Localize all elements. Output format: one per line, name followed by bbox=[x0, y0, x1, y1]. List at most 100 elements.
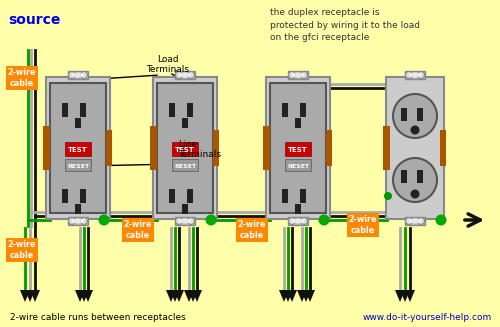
Circle shape bbox=[80, 72, 87, 78]
Circle shape bbox=[410, 190, 420, 198]
Bar bbox=[187, 103, 193, 117]
Bar bbox=[75, 118, 81, 128]
Ellipse shape bbox=[409, 218, 421, 223]
Text: 2-wire
cable: 2-wire cable bbox=[238, 220, 266, 240]
Polygon shape bbox=[166, 290, 176, 302]
Bar bbox=[187, 189, 193, 203]
Text: www.do-it-yourself-help.com: www.do-it-yourself-help.com bbox=[363, 313, 492, 322]
Bar bbox=[383, 126, 390, 170]
Bar bbox=[405, 71, 425, 79]
Circle shape bbox=[68, 217, 75, 225]
Bar bbox=[43, 126, 50, 170]
Bar bbox=[172, 142, 198, 156]
Bar bbox=[169, 189, 175, 203]
Text: RESET: RESET bbox=[67, 164, 89, 168]
Polygon shape bbox=[184, 290, 194, 302]
Bar bbox=[263, 126, 270, 170]
Polygon shape bbox=[20, 290, 30, 302]
Bar bbox=[326, 130, 332, 166]
Bar bbox=[80, 189, 86, 203]
Circle shape bbox=[384, 192, 392, 200]
Text: TEST: TEST bbox=[288, 147, 308, 153]
Bar bbox=[300, 189, 306, 203]
Ellipse shape bbox=[409, 73, 421, 77]
Bar bbox=[440, 130, 446, 166]
Ellipse shape bbox=[72, 73, 84, 77]
Bar bbox=[65, 142, 91, 156]
Text: TEST: TEST bbox=[175, 147, 195, 153]
Circle shape bbox=[80, 217, 87, 225]
Text: 2-wire
cable: 2-wire cable bbox=[124, 220, 152, 240]
Bar bbox=[157, 83, 213, 213]
Text: TEST: TEST bbox=[68, 147, 88, 153]
Polygon shape bbox=[75, 290, 85, 302]
Bar bbox=[300, 103, 306, 117]
Text: 2-wire
cable: 2-wire cable bbox=[349, 215, 378, 235]
Bar bbox=[106, 130, 112, 166]
Circle shape bbox=[300, 217, 308, 225]
Circle shape bbox=[188, 217, 194, 225]
Polygon shape bbox=[279, 290, 289, 302]
Polygon shape bbox=[174, 290, 184, 302]
Ellipse shape bbox=[72, 218, 84, 223]
Bar bbox=[285, 159, 311, 171]
Circle shape bbox=[410, 126, 420, 134]
Circle shape bbox=[176, 217, 182, 225]
Bar bbox=[50, 83, 106, 213]
Polygon shape bbox=[405, 290, 415, 302]
Polygon shape bbox=[170, 290, 180, 302]
Bar bbox=[386, 77, 444, 219]
Bar bbox=[182, 204, 188, 214]
Text: 2-wire cable runs between receptacles: 2-wire cable runs between receptacles bbox=[10, 313, 186, 322]
Text: 2-wire
cable: 2-wire cable bbox=[8, 240, 36, 260]
Ellipse shape bbox=[292, 73, 304, 77]
Bar bbox=[417, 108, 423, 121]
Circle shape bbox=[393, 94, 437, 138]
Bar bbox=[401, 108, 407, 121]
Text: 2-wire
cable: 2-wire cable bbox=[8, 68, 36, 88]
Text: Line
Terminals: Line Terminals bbox=[178, 140, 221, 159]
Circle shape bbox=[418, 72, 424, 78]
Circle shape bbox=[288, 72, 296, 78]
Bar bbox=[62, 103, 68, 117]
Bar bbox=[266, 77, 330, 219]
Circle shape bbox=[406, 72, 412, 78]
Bar bbox=[68, 71, 88, 79]
Bar bbox=[401, 170, 407, 183]
Bar bbox=[62, 189, 68, 203]
Polygon shape bbox=[301, 290, 311, 302]
Bar bbox=[172, 159, 198, 171]
Polygon shape bbox=[287, 290, 297, 302]
Ellipse shape bbox=[179, 73, 191, 77]
Bar bbox=[150, 126, 157, 170]
Bar bbox=[80, 103, 86, 117]
Text: source: source bbox=[8, 13, 60, 27]
Polygon shape bbox=[188, 290, 198, 302]
Circle shape bbox=[318, 215, 330, 226]
Polygon shape bbox=[83, 290, 93, 302]
Text: RESET: RESET bbox=[174, 164, 196, 168]
Text: RESET: RESET bbox=[287, 164, 309, 168]
Bar bbox=[153, 77, 217, 219]
Polygon shape bbox=[30, 290, 40, 302]
Bar bbox=[285, 142, 311, 156]
Circle shape bbox=[176, 72, 182, 78]
Bar bbox=[288, 217, 308, 225]
Text: Load
Terminals: Load Terminals bbox=[146, 55, 190, 75]
Bar bbox=[288, 71, 308, 79]
Circle shape bbox=[300, 72, 308, 78]
Bar bbox=[282, 189, 288, 203]
Polygon shape bbox=[192, 290, 202, 302]
Bar bbox=[405, 217, 425, 225]
Circle shape bbox=[436, 215, 446, 226]
Bar bbox=[295, 204, 301, 214]
Bar bbox=[175, 217, 195, 225]
Circle shape bbox=[68, 72, 75, 78]
Bar bbox=[213, 130, 219, 166]
Circle shape bbox=[206, 215, 216, 226]
Circle shape bbox=[98, 215, 110, 226]
Bar bbox=[175, 71, 195, 79]
Bar bbox=[68, 217, 88, 225]
Circle shape bbox=[188, 72, 194, 78]
Polygon shape bbox=[305, 290, 315, 302]
